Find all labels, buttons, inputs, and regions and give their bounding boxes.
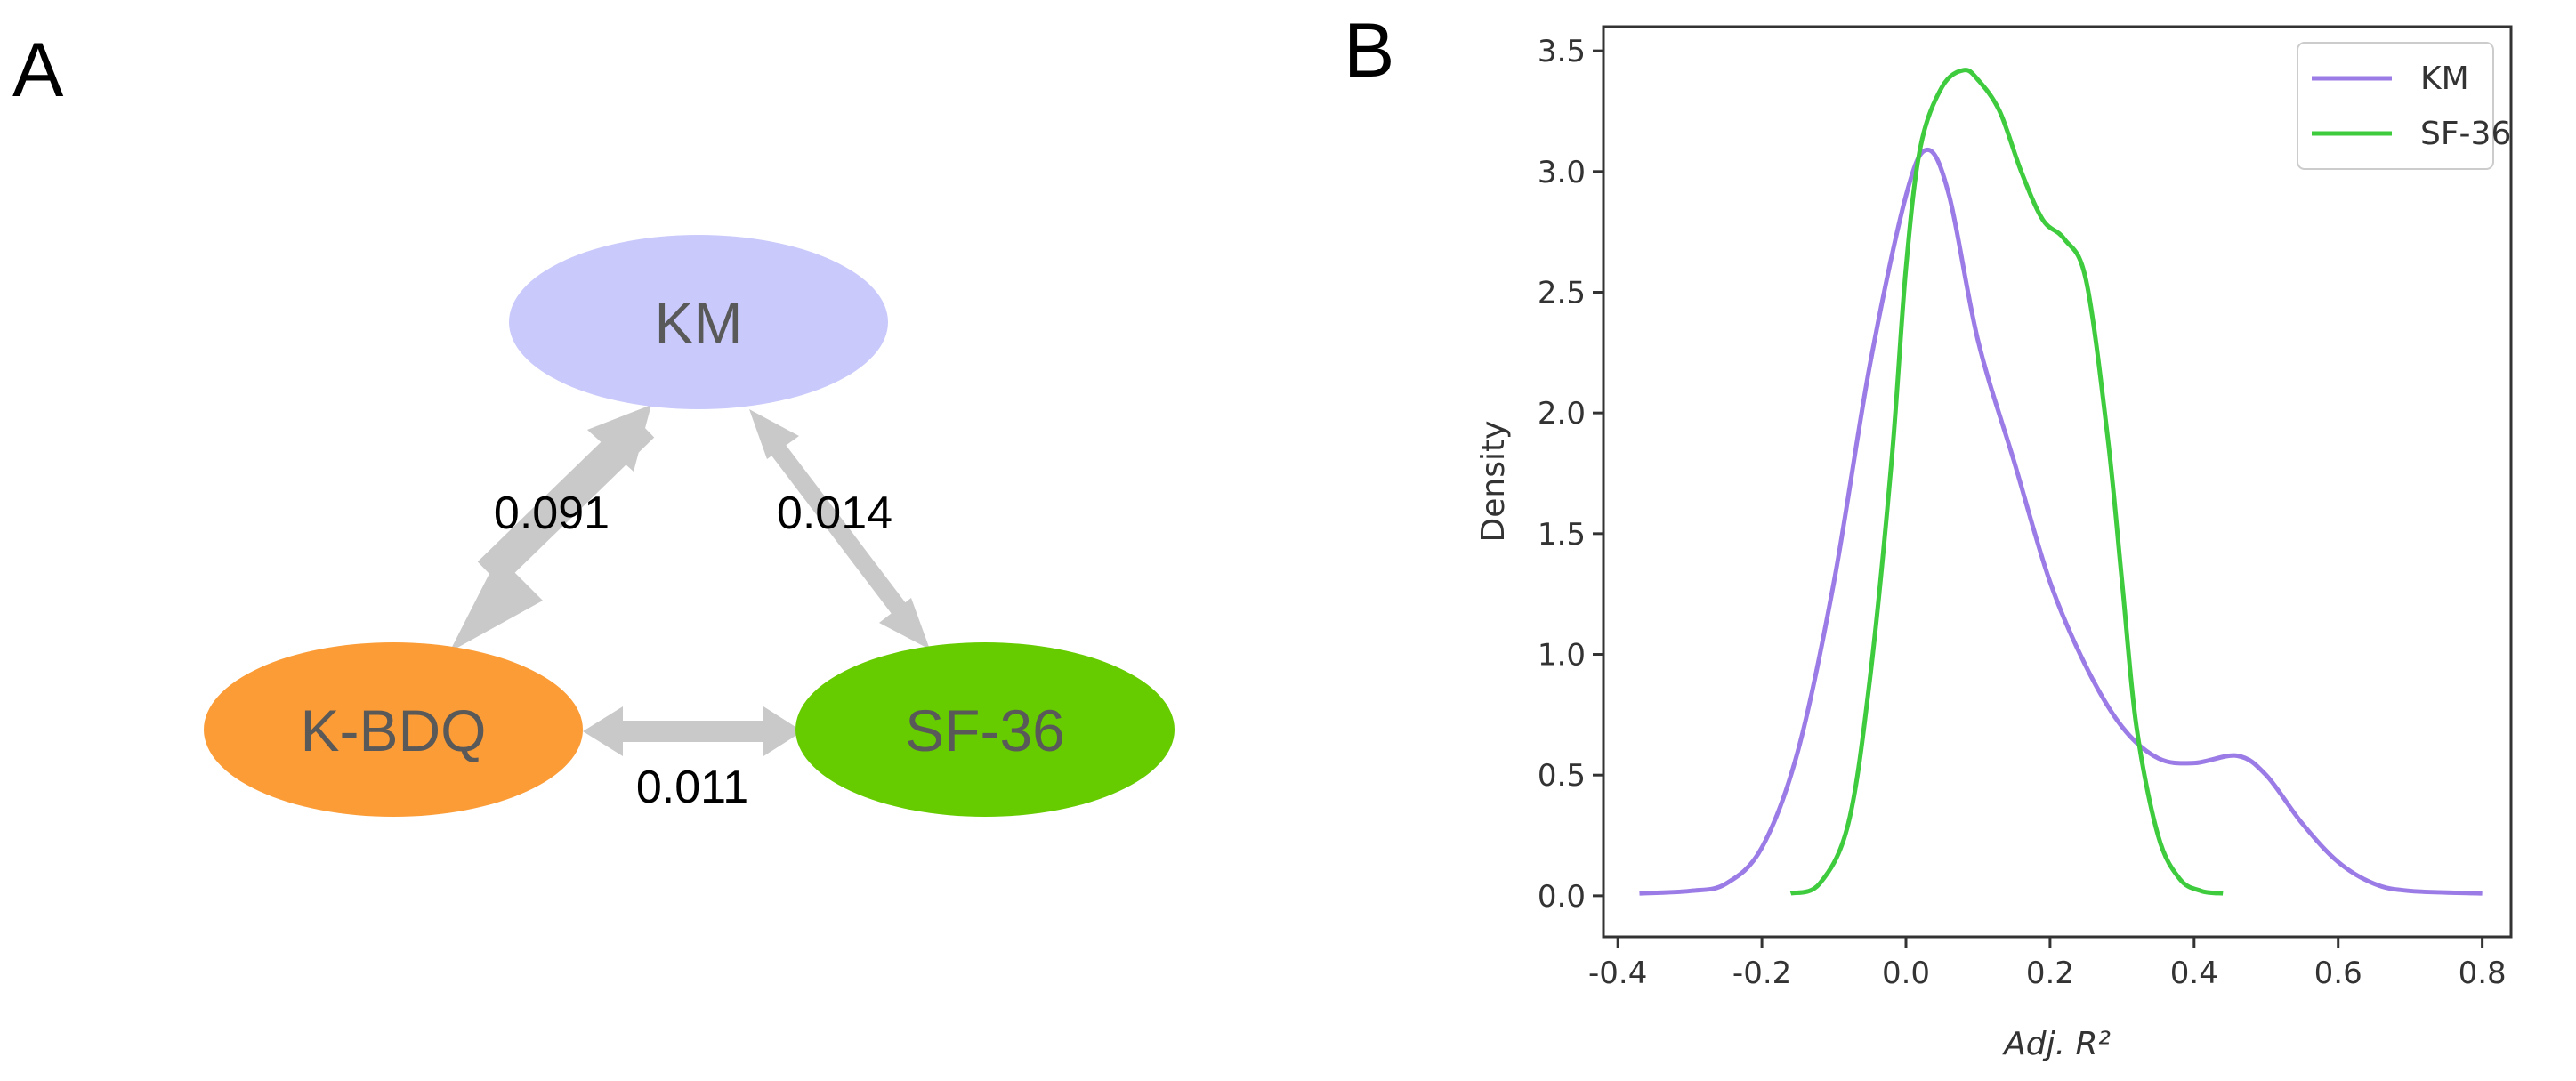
edge-kbdq-sf36-head-right <box>763 706 803 756</box>
node-km-label: KM <box>655 290 743 356</box>
y-axis-label: Density <box>1475 421 1512 543</box>
edge-label-km-kbdq: 0.091 <box>494 488 610 539</box>
y-axis: 0.0 0.5 1.0 1.5 2.0 2.5 3.0 3.5 <box>1538 34 1603 915</box>
panel-b-letter: B <box>1344 8 1394 93</box>
panel-a-letter: A <box>12 28 64 113</box>
x-axis-label-text: Adj. R² <box>2002 1026 2111 1062</box>
series-line-sf36 <box>1789 68 2224 896</box>
x-tick-label: 0.4 <box>2170 956 2218 991</box>
node-kbdq-ellipse <box>204 642 583 817</box>
edge-label-km-sf36: 0.014 <box>777 488 892 539</box>
y-tick-label: 2.0 <box>1538 396 1586 432</box>
y-tick-label: 3.5 <box>1538 34 1586 69</box>
y-tick-label: 0.5 <box>1538 758 1586 794</box>
x-tick-label: 0.6 <box>2314 956 2362 991</box>
legend-label-sf36: SF-36 <box>2420 116 2511 152</box>
panel-b: B -0.4 -0.2 0.0 0.2 0.4 0.6 0.8 0.0 0.5 1.0 1.5 2.… <box>1344 8 2513 1062</box>
node-km: KM <box>509 235 888 409</box>
edge-km-sf36-head-bottom <box>879 598 930 649</box>
edge-label-kbdq-sf36: 0.011 <box>636 762 748 813</box>
legend-label-km: KM <box>2420 61 2469 97</box>
legend-box <box>2297 42 2494 170</box>
edge-kbdq-sf36-head-left <box>583 706 623 756</box>
x-tick-label: 0.0 <box>1882 956 1930 991</box>
edge-kbdq-sf36 <box>583 706 803 756</box>
series-lines <box>1639 68 2483 896</box>
y-tick-label: 1.5 <box>1538 517 1586 553</box>
y-tick-label: 2.5 <box>1538 275 1586 311</box>
x-tick-label: -0.2 <box>1732 956 1791 991</box>
node-sf36-label: SF-36 <box>905 698 1065 763</box>
y-tick-label: 3.0 <box>1538 155 1586 190</box>
edge-km-kbdq-head-bottom <box>449 556 543 652</box>
node-km-ellipse <box>509 235 888 409</box>
plot-frame <box>1602 25 2513 939</box>
edge-km-sf36-shaft <box>769 440 906 615</box>
node-kbdq: K-BDQ <box>204 642 583 817</box>
legend: KM SF-36 <box>2297 42 2511 170</box>
x-axis: -0.4 -0.2 0.0 0.2 0.4 0.6 0.8 <box>1588 937 2507 991</box>
x-tick-label: 0.2 <box>2026 956 2074 991</box>
panel-a: A KM K-BDQ SF-36 <box>12 28 1175 817</box>
x-tick-label: 0.8 <box>2459 956 2507 991</box>
x-tick-label: -0.4 <box>1588 956 1647 991</box>
series-line-km <box>1639 147 2483 896</box>
y-tick-label: 0.0 <box>1538 879 1586 915</box>
x-axis-label: Adj. R² <box>2002 1026 2111 1062</box>
node-sf36-ellipse <box>795 642 1175 817</box>
node-kbdq-label: K-BDQ <box>300 698 486 763</box>
edge-km-sf36-head-top <box>749 409 799 459</box>
density-plot: -0.4 -0.2 0.0 0.2 0.4 0.6 0.8 0.0 0.5 1.0 1.5 2.0 2… <box>1475 25 2513 1062</box>
edge-km-sf36 <box>749 409 930 649</box>
node-sf36: SF-36 <box>795 642 1175 817</box>
edge-km-kbdq-head-top <box>587 405 651 472</box>
y-tick-label: 1.0 <box>1538 638 1586 674</box>
edge-km-kbdq <box>449 405 655 652</box>
